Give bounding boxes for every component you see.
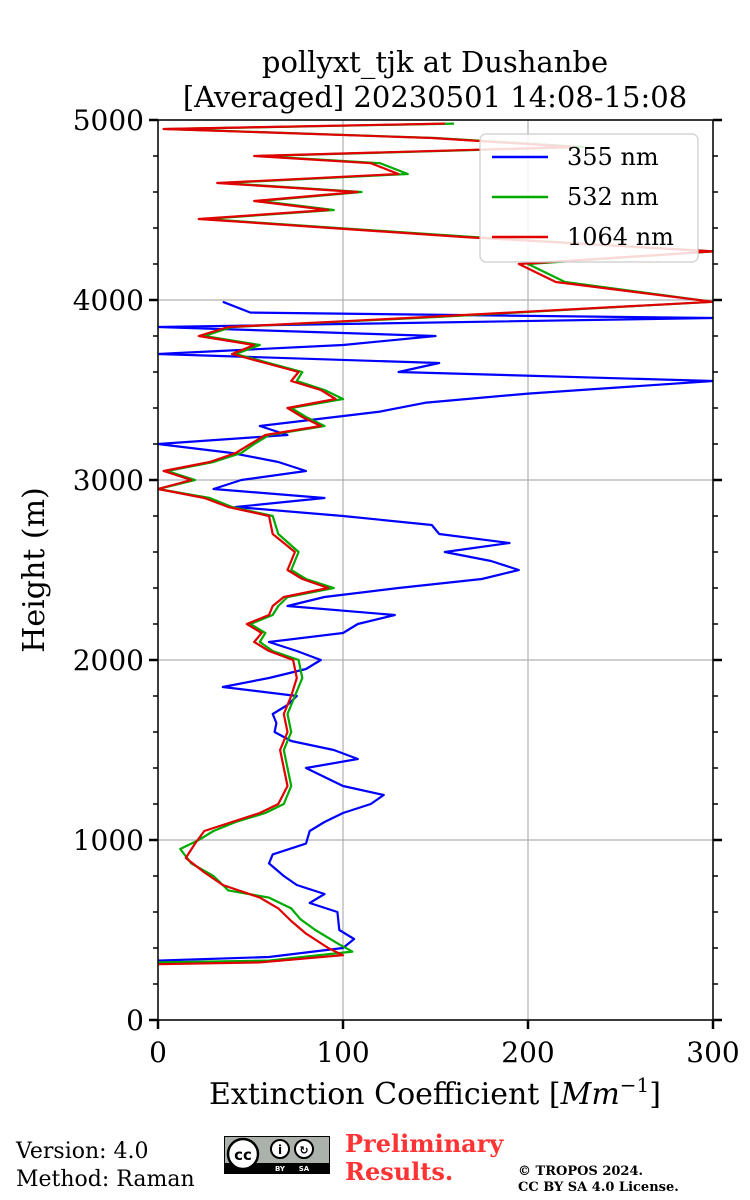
legend-label: 532 nm [567,183,659,211]
legend: 355 nm 532 nm 1064 nm [479,133,699,263]
svg-text:↻: ↻ [299,1144,308,1157]
svg-text:BY: BY [275,1165,286,1173]
legend-label: 355 nm [567,143,659,171]
copyright-line-1: © TROPOS 2024. [518,1164,644,1179]
x-tick-label: 0 [149,1036,167,1069]
major-ticks [149,118,722,1029]
y-tick-label: 5000 [73,104,144,137]
y-tick-label: 0 [126,1004,144,1037]
minor-ticks [153,155,718,985]
preliminary-line-2: Results. [345,1157,454,1186]
x-tick-label: 300 [686,1036,739,1069]
y-tick-label: 2000 [73,644,144,677]
method-text: Method: Raman [16,1167,195,1192]
x-axis-label: Extinction Coefficient [Mm−1] [209,1073,661,1112]
y-tick-label: 4000 [73,284,144,317]
plot-frame [157,119,714,1021]
preliminary-notice: Preliminary Results. [345,1130,503,1186]
copyright-notice: © TROPOS 2024. CC BY SA 4.0 License. [518,1164,679,1196]
cc-by-sa-icon: cc i ↻ BY SA [224,1136,330,1174]
chart-subtitle: [Averaged] 20230501 14:08-15:08 [183,80,687,114]
legend-box [479,133,699,263]
version-info: Version: 4.0 Method: Raman [16,1138,195,1194]
svg-text:i: i [278,1143,282,1157]
x-tick-label: 200 [501,1036,554,1069]
copyright-line-2: CC BY SA 4.0 License. [518,1180,679,1195]
svg-text:SA: SA [299,1165,310,1173]
y-axis-label: Height (m) [17,487,52,652]
x-tick-label: 100 [316,1036,369,1069]
y-tick-label: 1000 [73,824,144,857]
series-line-355-nm [158,300,713,962]
version-text: Version: 4.0 [16,1139,149,1164]
legend-label: 1064 nm [567,223,674,251]
preliminary-line-1: Preliminary [345,1129,504,1158]
chart-title: pollyxt_tjk at Dushanbe [262,45,608,80]
tick-labels: 0 1000 2000 3000 4000 5000 0 100 200 300 [73,104,740,1069]
y-tick-label: 3000 [73,464,144,497]
svg-text:cc: cc [234,1146,252,1164]
